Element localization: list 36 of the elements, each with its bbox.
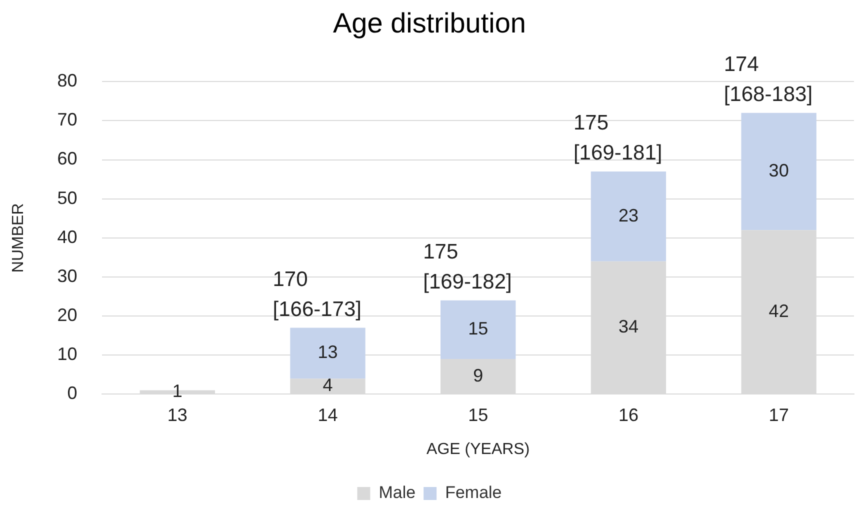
annotation: 170 [166-173]: [272, 268, 362, 321]
bar: [741, 112, 816, 230]
y-tick-label: 0: [67, 383, 78, 404]
legend-label: Male: [378, 483, 416, 502]
x-tick-label: 15: [468, 404, 488, 425]
y-tick-label: 40: [57, 226, 78, 247]
x-tick-label: 16: [618, 404, 638, 425]
bar: [290, 328, 366, 379]
annotation: 175 [169-182]: [423, 240, 512, 294]
x-tick-label: 13: [167, 404, 188, 425]
y-axis-title: NUMBER: [10, 203, 28, 273]
annotation: 174 [168-183]: [724, 52, 813, 106]
data-label: 4: [322, 375, 333, 396]
chart-title: Age distribution: [332, 8, 526, 39]
y-tick-label: 60: [57, 148, 78, 169]
annotation: 175 [169-181]: [573, 111, 662, 164]
legend-label: Female: [445, 483, 502, 502]
data-label: 30: [768, 160, 789, 180]
y-tick-label: 20: [57, 305, 78, 326]
x-tick-label: 17: [768, 404, 789, 425]
y-tick-label: 80: [57, 70, 78, 91]
data-label: 34: [618, 316, 638, 336]
y-tick-label: 50: [57, 188, 78, 208]
data-label: 15: [468, 318, 488, 339]
data-label: 13: [318, 342, 338, 362]
x-axis-title: AGE (YEARS): [426, 440, 530, 458]
x-tick-label: 14: [318, 404, 338, 425]
data-label: 42: [768, 300, 789, 321]
y-tick-label: 70: [57, 110, 78, 130]
y-tick-label: 30: [57, 266, 78, 286]
y-tick-label: 10: [57, 344, 78, 364]
data-label: 1: [172, 380, 182, 401]
bar: [440, 300, 516, 360]
data-label: 23: [618, 205, 638, 226]
bar: [590, 171, 666, 262]
data-label: 9: [473, 365, 484, 386]
